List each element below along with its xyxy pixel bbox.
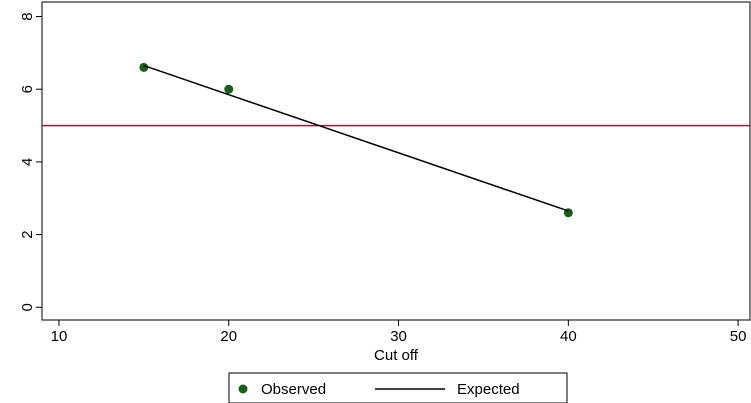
legend-box [228, 372, 568, 403]
expected-line [143, 64, 569, 212]
y-tick-label: 0 [19, 303, 36, 311]
y-tick-label: 4 [19, 158, 36, 166]
observed-point [139, 62, 149, 72]
x-tick-label: 50 [730, 328, 747, 345]
x-axis-label: Cut off [374, 347, 419, 364]
x-tick-label: 10 [51, 328, 68, 345]
legend-label: Expected [457, 381, 520, 398]
plot-area [41, 1, 751, 321]
y-tick-label: 8 [19, 12, 36, 20]
y-tick-label: 6 [19, 85, 36, 93]
x-tick-label: 40 [560, 328, 577, 345]
legend-marker [238, 384, 248, 394]
legend-label: Observed [261, 381, 326, 398]
x-tick-label: 30 [390, 328, 407, 345]
observed-point [224, 84, 234, 94]
y-tick-label: 2 [19, 230, 36, 238]
x-tick-label: 20 [220, 328, 237, 345]
